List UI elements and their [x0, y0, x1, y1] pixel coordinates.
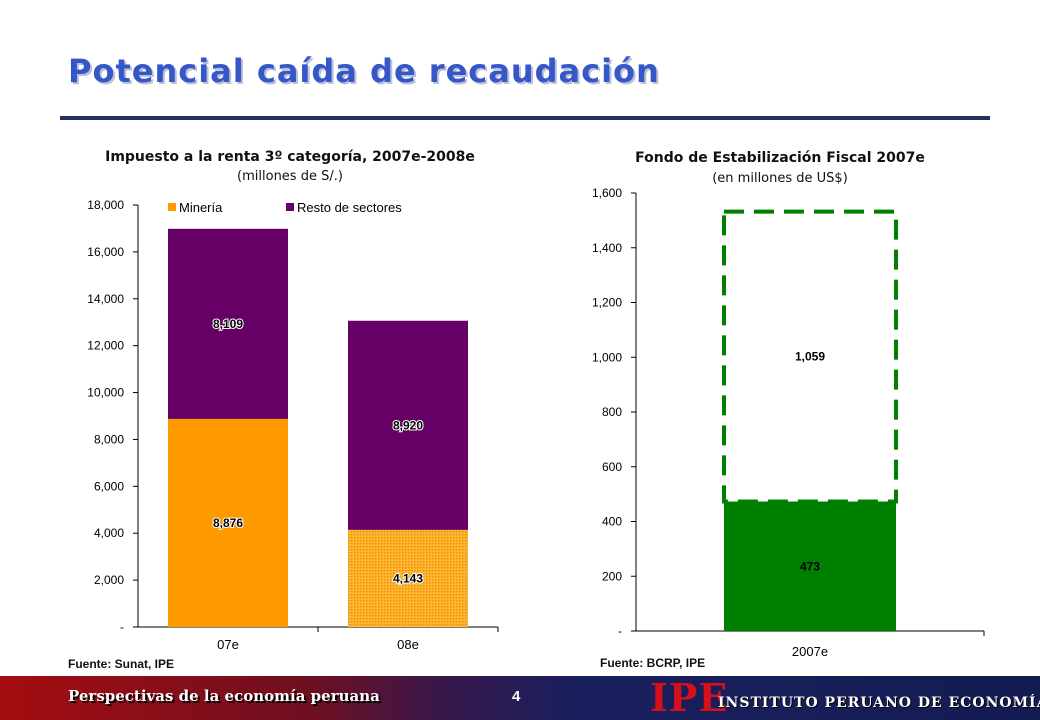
chart2-y-tick-label: 400	[602, 515, 622, 529]
chart2-y-tick-label: 200	[602, 569, 622, 583]
chart1-y-tick-label: 14,000	[87, 292, 124, 306]
chart1-y-tick-label: 18,000	[87, 198, 124, 212]
chart2-source: Fuente: BCRP, IPE	[600, 656, 706, 670]
chart1-data-label: 8,109	[213, 317, 243, 331]
chart1-y-tick-label: 4,000	[94, 526, 124, 540]
chart2-data-label: 473	[800, 559, 820, 573]
chart1-y-tick-label: 2,000	[94, 573, 124, 587]
chart1-y-tick-label: 8,000	[94, 432, 124, 446]
chart1-source: Fuente: Sunat, IPE	[68, 657, 175, 671]
chart2-y-tick-label: 600	[602, 460, 622, 474]
chart1-y-tick-label: 16,000	[87, 245, 124, 259]
chart2-y-tick-label: 1,200	[592, 296, 622, 310]
page-number: 4	[512, 688, 521, 705]
chart1-y-tick-label: 6,000	[94, 479, 124, 493]
chart1-y-tick-label: 12,000	[87, 339, 124, 353]
ipe-logo-name: INSTITUTO PERUANO DE ECONOMÍA	[718, 695, 1040, 711]
chart1-subtitle: (millones de S/.)	[237, 169, 343, 184]
chart1-data-label: 8,920	[393, 418, 423, 432]
chart1-title: Impuesto a la renta 3º categoría, 2007e-…	[105, 149, 475, 165]
chart1-bar-resto	[348, 320, 468, 530]
footer-caption: Perspectivas de la economía peruana	[68, 687, 380, 705]
page-title: Potencial caída de recaudación	[68, 52, 660, 90]
chart2-y-tick-label: 800	[602, 405, 622, 419]
chart1-legend-swatch	[286, 203, 294, 211]
chart1-plot: - 2,000 4,000 6,000 8,000 10,000 12,000 14,000 1…	[87, 198, 499, 652]
chart2-data-label: 1,059	[795, 350, 825, 364]
footer-bar	[0, 676, 1040, 720]
chart1-bar-mineria	[168, 418, 288, 627]
title-divider	[60, 116, 990, 120]
chart2-x-tick-label: 2007e	[792, 644, 828, 659]
chart1-data-label: 8,876	[213, 516, 243, 530]
chart2-bar-fondo	[724, 501, 896, 631]
chart2-y-tick-label: 1,400	[592, 241, 622, 255]
chart1-bar-mineria	[348, 529, 468, 627]
chart1-bar-resto	[168, 228, 288, 419]
chart1-data-label: 4,143	[393, 571, 423, 585]
chart1-legend-swatch	[168, 203, 176, 211]
chart2-y-tick-label: 1,600	[592, 186, 622, 200]
ipe-logo: IPE	[650, 675, 729, 720]
chart1-x-tick-label: 08e	[397, 637, 419, 652]
chart1-y-tick-label: 10,000	[87, 386, 124, 400]
chart1-y-tick-label: -	[120, 620, 124, 634]
chart2-plot: - 200 400 600 800 1,000 1,200 1,400 1,600 2007e 47…	[592, 186, 985, 659]
chart1-legend-label: Minería	[179, 200, 223, 215]
chart2-title: Fondo de Estabilización Fiscal 2007e	[635, 150, 925, 166]
chart2-y-tick-label: -	[618, 624, 622, 638]
chart2-bar-potential	[722, 209, 898, 504]
chart2-y-tick-label: 1,000	[592, 350, 622, 364]
chart1-legend-label: Resto de sectores	[297, 200, 402, 215]
chart2-subtitle: (en millones de US$)	[712, 171, 848, 186]
chart1-x-tick-label: 07e	[217, 637, 239, 652]
